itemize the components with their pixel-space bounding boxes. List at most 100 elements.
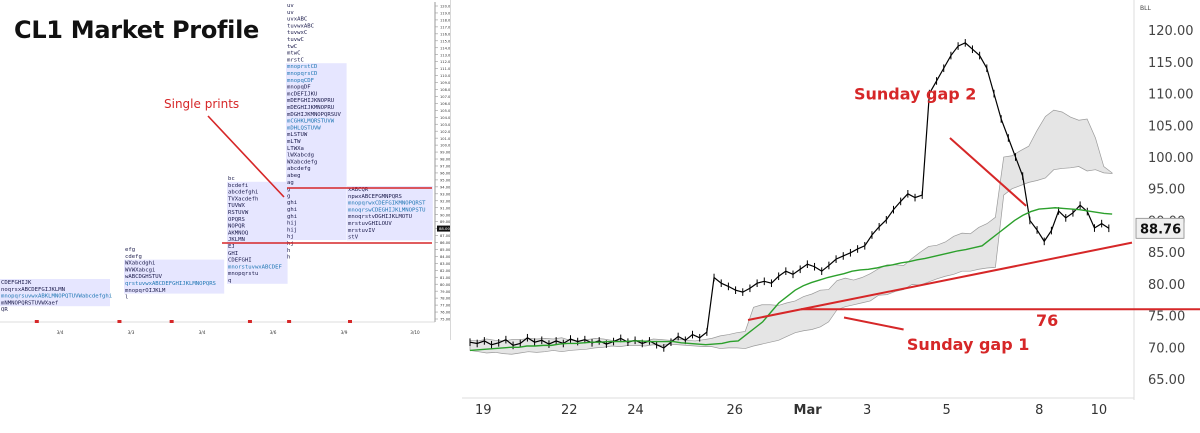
profile-value-area: [0, 279, 110, 307]
profile-row: TVXacdefh: [228, 196, 258, 202]
price-axis-label: 77.00: [440, 304, 450, 308]
x-tick-label: 8: [1035, 403, 1043, 418]
price-axis-label: 103.00: [440, 123, 450, 127]
price-axis-label: 86.00: [440, 241, 450, 245]
price-axis-label: 107.00: [440, 95, 450, 99]
profile-row: ghi: [287, 207, 297, 213]
price-axis-label: 108.00: [440, 88, 450, 92]
price-axis-label: 97.00: [440, 165, 450, 169]
profile-row: mLSTUW: [287, 132, 308, 138]
profile-row: mDHLQSTUVW: [287, 125, 321, 131]
y-tick-label: 100.00: [1148, 151, 1194, 166]
profile-row: CDEFGHI: [228, 258, 252, 264]
y-tick-label: 75.00: [1148, 310, 1185, 325]
y-tick-label: 80.00: [1148, 278, 1185, 293]
time-axis-marker: [348, 320, 352, 323]
profile-row: mnopqCDF: [287, 78, 315, 84]
y-tick-label: 120.00: [1148, 24, 1194, 39]
profile-row: mtwC: [287, 51, 300, 57]
time-axis-marker: [117, 320, 122, 323]
profile-row: ghi: [287, 214, 297, 220]
profile-row: hj: [287, 234, 294, 240]
profile-row: LTWXa: [287, 146, 304, 152]
profile-row: mDEGHIJKMNOPRU: [287, 105, 334, 111]
profile-column: bcbcdefiabcdefghiTVXacdefhTUVWXRSTUVWOPQ…: [227, 176, 288, 284]
profile-row: mnopqrsCD: [287, 71, 318, 77]
x-tick-label: Mar: [794, 403, 823, 418]
profile-row: uv: [287, 3, 294, 9]
price-axis-label: 104.00: [440, 116, 450, 120]
last-price-box: [1135, 217, 1185, 239]
profile-row: tuvwxC: [287, 30, 307, 36]
price-axis-label: 87.00: [440, 234, 450, 238]
price-axis-label: 109.00: [440, 81, 450, 85]
price-axis-label: 81.00: [440, 276, 450, 280]
profile-row: g: [287, 193, 290, 199]
date-axis-label: 3/9: [341, 330, 348, 335]
y-tick-label: 95.00: [1148, 183, 1185, 198]
profile-row: GHI: [228, 251, 238, 257]
profile-row: g: [287, 187, 290, 193]
profile-value-area: [124, 259, 225, 294]
price-axis-label: 84.00: [440, 255, 450, 259]
price-axis-label: 94.00: [440, 185, 450, 189]
x-tick-label: 3: [863, 403, 871, 418]
profile-row: AKMNOQ: [228, 230, 249, 236]
profile-row: mnoqrstvDGHIJKLMOTU: [348, 214, 412, 220]
single-prints-pointer: [207, 115, 285, 198]
profile-row: mDEFGHIJKNOPRU: [287, 98, 334, 104]
x-tick-label: 26: [727, 403, 744, 418]
ichimoku-cloud: [469, 109, 1113, 355]
price-axis-label: 91.00: [440, 206, 450, 210]
x-tick-label: 5: [942, 403, 950, 418]
price-axis-label: 120.00: [440, 5, 450, 9]
price-axis-label: 117.00: [440, 25, 450, 29]
profile-row: ghi: [287, 200, 297, 206]
current-price-label: 88.00: [439, 226, 450, 231]
profile-row: mnorstuvwxABCDEF: [228, 264, 283, 270]
price-axis-label: 79.00: [440, 290, 450, 294]
profile-row: JKLMN: [228, 237, 245, 243]
profile-row: xABCQR: [348, 187, 369, 193]
price-axis-label: 80.00: [440, 283, 450, 287]
profile-row: TUVWX: [228, 203, 245, 209]
profile-row: abcdefghi: [228, 190, 258, 196]
date-axis-label: 3/6: [270, 330, 277, 335]
profile-row: CDEFGHIJK: [1, 280, 32, 286]
price-axis-label: 110.00: [440, 74, 450, 78]
profile-row: mNMNOPQRSTUVWXaef: [1, 300, 58, 306]
price-axis-label: 106.00: [440, 102, 450, 106]
currency-label: BLL: [1140, 5, 1151, 12]
time-axis-marker: [247, 320, 252, 323]
profile-row: h: [287, 255, 290, 261]
price-axis-label: 78.00: [440, 297, 450, 301]
profile-row: uv: [287, 10, 294, 16]
price-axis-label: 90.00: [440, 213, 450, 217]
price-axis-label: 100.00: [440, 144, 450, 148]
profile-row: twC: [287, 44, 297, 50]
level-label: 76: [1036, 311, 1058, 330]
profile-row: mnopqrOIJKLM: [125, 288, 166, 294]
profile-row: mDGHIJKMNOPQRSUV: [287, 112, 342, 118]
profile-row: q: [228, 278, 231, 284]
y-tick-label: 65.00: [1148, 373, 1185, 388]
profile-row: noqrsxABCDEFGIJKLMN: [1, 287, 65, 293]
date-axis-label: 3/4: [199, 330, 206, 335]
price-axis-label: 93.00: [440, 192, 450, 196]
profile-row: mnoqrswCDEGHIJKLMNOPSTU: [348, 207, 425, 213]
profile-column: uvuvuvxABCtuvwxABCtuvwxCtuvwCtwCmtwCmrst…: [286, 3, 347, 261]
price-axis-label: 113.00: [440, 53, 450, 57]
price-axis-label: 89.00: [440, 220, 450, 224]
profile-row: hij: [287, 221, 297, 227]
y-tick-label: 70.00: [1148, 341, 1185, 356]
profile-row: OPQRS: [228, 217, 245, 223]
price-axis-label: 101.00: [440, 137, 450, 141]
price-axis-label: 92.00: [440, 199, 450, 203]
price-axis-label: 99.00: [440, 151, 450, 155]
profile-row: abeg: [287, 173, 300, 179]
profile-row: QR: [1, 307, 8, 313]
profile-row: mrstuvGHILOUV: [348, 221, 392, 227]
profile-row: RSTUVW: [228, 210, 249, 216]
single-prints-annotation: Single prints: [164, 97, 239, 111]
profile-row: mnoprstCD: [287, 64, 318, 70]
